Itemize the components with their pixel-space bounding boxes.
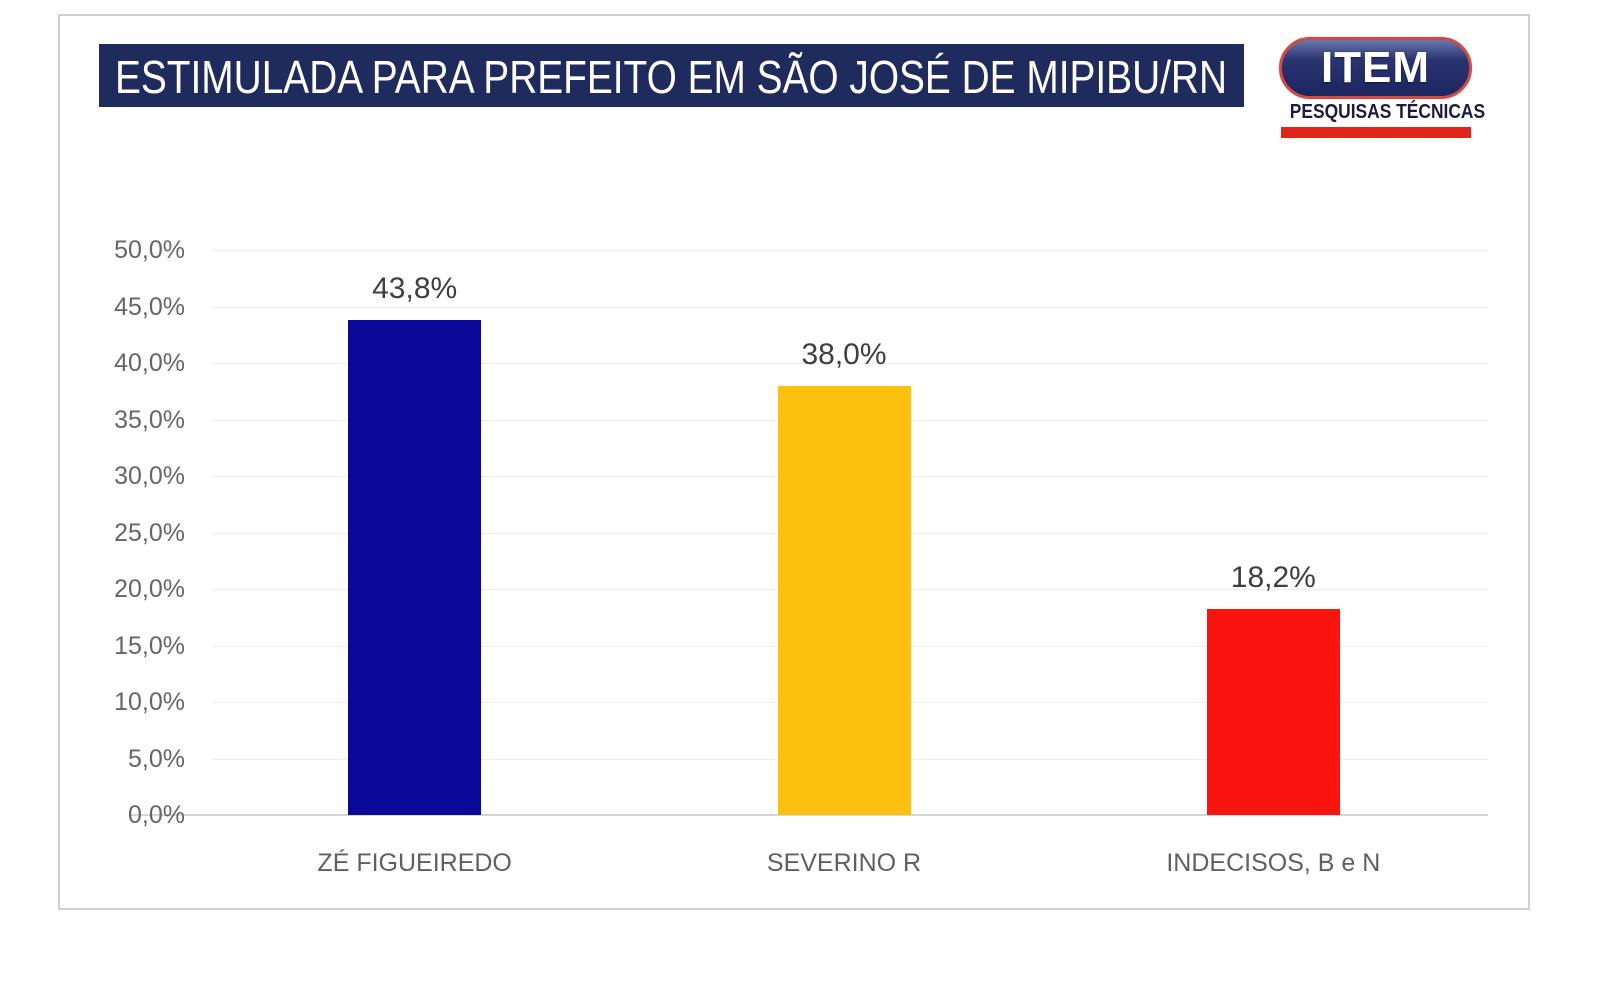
item-pesquisas-logo: ITEM PESQUISAS TÉCNICAS: [1277, 37, 1486, 138]
bar: [777, 385, 911, 815]
gridline: [212, 250, 1488, 251]
chart-title-bar: ESTIMULADA PARA PREFEITO EM SÃO JOSÉ DE …: [99, 44, 1244, 107]
bar: [348, 320, 482, 815]
page-title: ESTIMULADA PARA PREFEITO EM SÃO JOSÉ DE …: [115, 51, 1227, 103]
logo-brand-text: ITEM: [1320, 43, 1431, 92]
x-axis-category-label: SEVERINO R: [766, 849, 922, 877]
logo-subtitle-text: PESQUISAS TÉCNICAS: [1289, 101, 1486, 123]
bar-value-label: 38,0%: [801, 337, 887, 371]
x-axis-category-label: INDECISOS, B e N: [1166, 849, 1381, 877]
y-axis-tick-label: 40,0%: [114, 349, 185, 377]
y-axis-tick-label: 25,0%: [114, 518, 185, 547]
y-axis-tick-label: 0,0%: [128, 801, 185, 829]
logo-pill: ITEM: [1279, 37, 1472, 99]
plot-area: 0,0% 5,0% 10,0% 15,0% 20,0% 25,0% 30,0% 35,0% 40…: [114, 236, 1488, 877]
gridline: [212, 363, 1488, 364]
chart-title-svg: ESTIMULADA PARA PREFEITO EM SÃO JOSÉ DE …: [99, 44, 1244, 107]
bar-value-label: 43,8%: [372, 272, 458, 306]
y-axis-tick-label: 10,0%: [114, 688, 185, 716]
y-axis-tick-label: 30,0%: [114, 462, 185, 490]
title-background: [99, 44, 1244, 107]
y-axis-tick-label: 35,0%: [114, 405, 185, 434]
y-axis-tick-label: 15,0%: [114, 631, 185, 660]
x-axis-line: [130, 814, 1488, 816]
bar: [1206, 609, 1340, 815]
bar-value-label: 18,2%: [1230, 561, 1316, 595]
y-axis-tick-label: 20,0%: [114, 575, 185, 603]
y-axis-tick-label: 50,0%: [114, 236, 185, 264]
chart-panel: ESTIMULADA PARA PREFEITO EM SÃO JOSÉ DE …: [58, 14, 1530, 910]
y-axis-tick-label: 5,0%: [128, 744, 185, 773]
logo-red-underline: [1280, 127, 1471, 138]
y-axis-tick-label: 45,0%: [114, 292, 185, 321]
x-axis-category-label: ZÉ FIGUEIREDO: [317, 849, 512, 877]
gridline: [212, 306, 1488, 308]
